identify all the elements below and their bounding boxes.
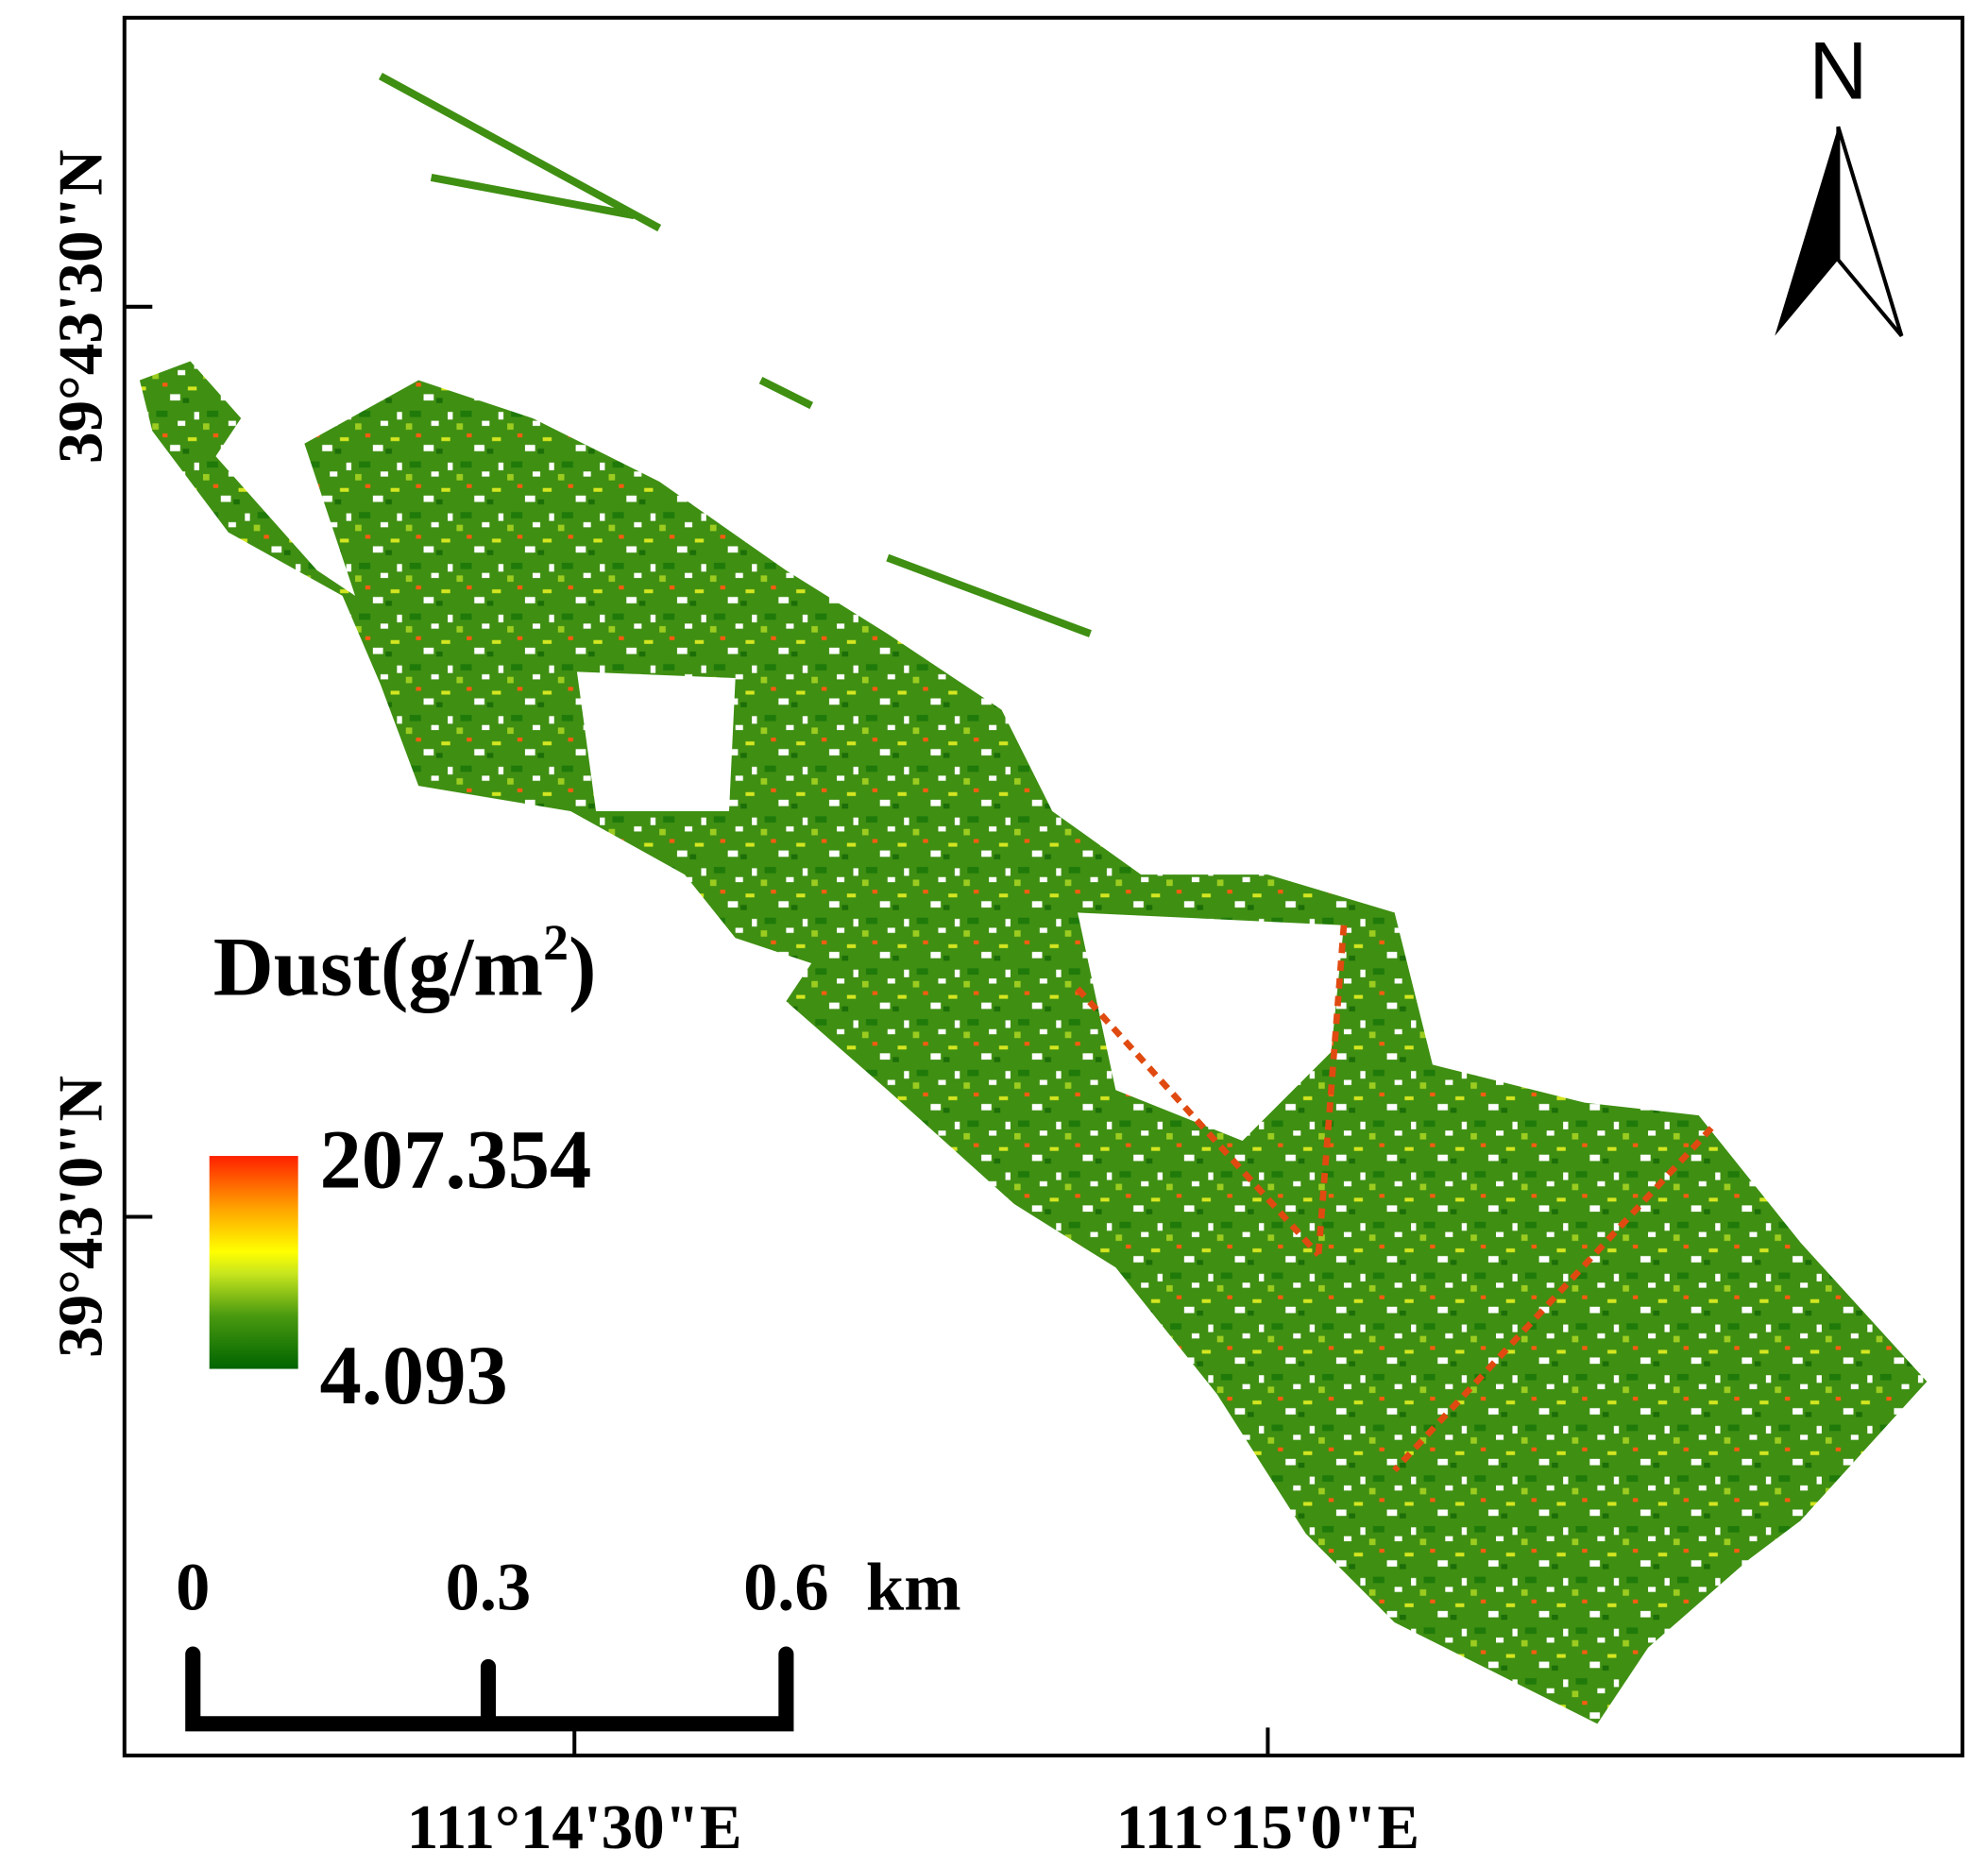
scale-label: 0 <box>176 1549 210 1625</box>
scale-label: 0.6 <box>743 1549 829 1625</box>
legend-max: 207.354 <box>319 1114 591 1207</box>
legend-title-superscript: 2 <box>543 914 569 971</box>
legend-min: 4.093 <box>319 1330 507 1422</box>
legend: Dust(g/m2) 207.354 4.093 <box>209 914 597 1422</box>
latitude-label: 39°43'0"N <box>45 1076 116 1358</box>
scale-bar: 0 0.3 0.6 km <box>176 1549 961 1732</box>
longitude-label: 111°14'30"E <box>407 1791 742 1862</box>
scale-unit: km <box>866 1549 961 1625</box>
color-bar <box>209 1156 298 1369</box>
scale-label: 0.3 <box>446 1549 532 1625</box>
north-label: N <box>1809 26 1867 117</box>
legend-title: Dust(g/m2) <box>213 914 597 1014</box>
legend-title-text: Dust(g/m <box>213 922 543 1014</box>
north-arrow: N <box>1775 26 1904 337</box>
longitude-label: 111°15'0"E <box>1116 1791 1419 1862</box>
latitude-label: 39°43'30"N <box>45 150 116 464</box>
dust-raster <box>139 72 1928 1724</box>
legend-title-suffix: ) <box>569 922 597 1014</box>
